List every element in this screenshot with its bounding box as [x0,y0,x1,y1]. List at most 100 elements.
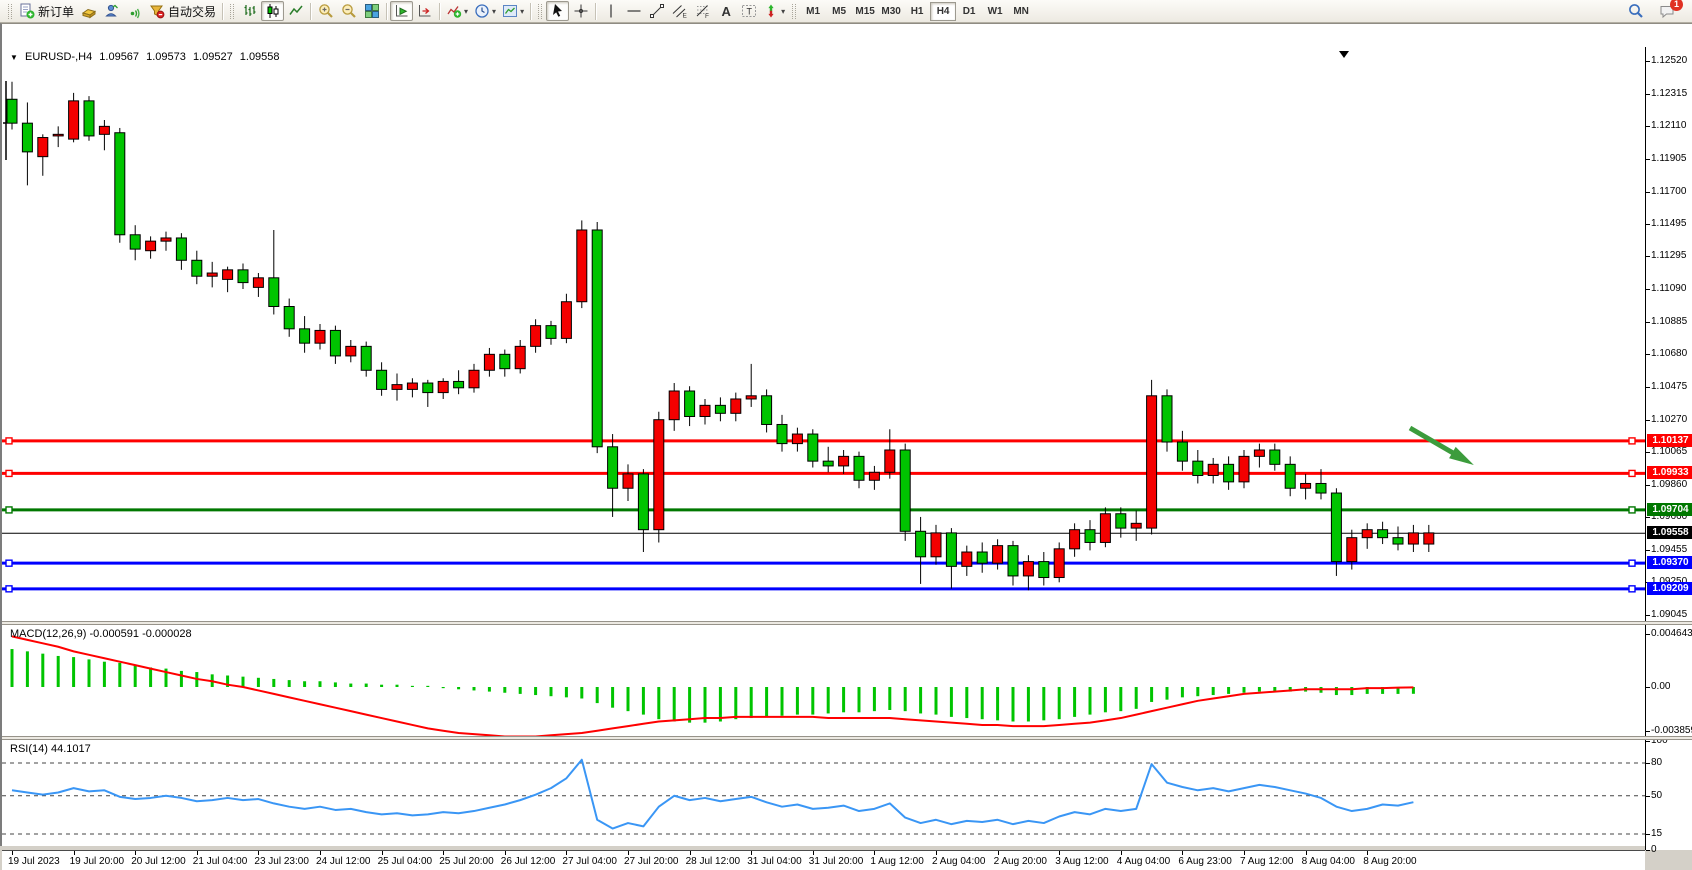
candle[interactable] [868,465,880,490]
price-chart[interactable]: ▼ EURUSD-,H4 1.09567 1.09573 1.09527 1.0… [2,47,1645,621]
candle[interactable] [930,524,942,565]
toolbar-drag-handle[interactable] [8,3,12,19]
candle[interactable] [129,225,141,261]
candle[interactable] [992,539,1004,570]
candle[interactable] [607,434,619,517]
market-watch-button[interactable] [77,1,100,21]
candle[interactable] [1192,449,1204,484]
candle[interactable] [915,516,927,584]
candle[interactable] [530,319,542,353]
notifications-button[interactable]: 1 [1655,0,1683,21]
candle[interactable] [699,398,711,425]
candle[interactable] [6,81,18,130]
candle[interactable] [222,266,234,293]
candle[interactable] [791,427,803,452]
candle[interactable] [1069,523,1081,557]
candle[interactable] [1007,540,1019,586]
time-axis[interactable]: 19 Jul 2023 19 Jul 20:00 20 Jul 12:00 21 Ju… [2,850,1645,870]
line-anchor[interactable] [1628,559,1636,567]
symbol-dropdown-icon[interactable]: ▼ [10,53,18,62]
templates-button[interactable]: ▾ [499,1,527,21]
line-anchor[interactable] [5,559,13,567]
candle[interactable] [714,397,726,422]
candle[interactable] [1269,443,1281,471]
candle[interactable] [776,414,788,452]
candle[interactable] [206,261,218,288]
timeframe-h4-button[interactable]: H4 [930,1,957,21]
chevron-down-icon[interactable]: ▾ [781,6,786,16]
auto-scroll-button[interactable] [390,1,414,21]
text-button[interactable]: A [714,1,737,21]
candle[interactable] [1346,529,1358,570]
candle[interactable] [1253,443,1265,468]
line-anchor[interactable] [1628,437,1636,445]
candle[interactable] [1315,469,1327,500]
candle[interactable] [899,443,911,541]
candle[interactable] [391,373,403,401]
trend-arrow-annotation[interactable] [1408,425,1462,460]
candle[interactable] [514,339,526,374]
bar-chart-button[interactable] [238,1,261,21]
rsi-panel[interactable]: RSI(14) 44.1017 [2,740,1645,850]
candle[interactable] [945,528,957,589]
candle[interactable] [576,220,588,309]
candle[interactable] [591,222,603,454]
candle[interactable] [314,324,326,350]
chevron-down-icon[interactable]: ▾ [520,6,525,16]
macd-panel[interactable]: MACD(12,26,9) -0.000591 -0.000028 [2,625,1645,736]
candlestick-chart[interactable] [2,47,1645,621]
fibonacci-button[interactable]: F [691,1,714,21]
candle[interactable] [1115,507,1127,538]
candle[interactable] [884,429,896,479]
candle[interactable] [98,119,110,151]
candle[interactable] [422,379,434,407]
candle[interactable] [1053,542,1065,583]
tile-windows-button[interactable] [360,1,383,21]
candle[interactable] [622,464,634,501]
autotrade-button[interactable]: 自动交易 [146,1,219,21]
strategy-tester-button[interactable] [100,1,123,21]
candlestick-button[interactable] [261,1,285,21]
timeframe-m30-button[interactable]: M30 [881,5,901,17]
candle[interactable] [1300,473,1312,500]
candle[interactable] [499,349,511,377]
new-order-button[interactable]: 新订单 [16,1,77,21]
candle[interactable] [853,451,865,489]
line-anchor[interactable] [1628,506,1636,514]
line-chart-button[interactable] [284,1,307,21]
candle[interactable] [668,383,680,431]
chart-shift-marker-icon[interactable] [1339,51,1349,58]
candle[interactable] [1176,430,1188,471]
candle[interactable] [329,325,341,364]
candle[interactable] [1084,520,1096,551]
candle[interactable] [21,102,33,186]
timeframe-m5-button[interactable]: M5 [832,5,847,17]
line-anchor[interactable] [5,506,13,514]
candle[interactable] [1392,526,1404,551]
text-label-button[interactable]: T [737,1,760,21]
zoom-in-button[interactable] [314,1,337,21]
horizontal-line-button[interactable] [622,1,645,21]
candle[interactable] [1330,488,1342,576]
candle[interactable] [822,446,834,473]
candle[interactable] [545,320,557,345]
macd-chart[interactable] [2,625,1645,736]
chevron-down-icon[interactable]: ▾ [492,6,497,16]
candle[interactable] [1238,449,1250,489]
cursor-button[interactable] [546,1,570,21]
candle[interactable] [191,250,203,285]
indicators-button[interactable]: ▾ [443,1,471,21]
candle[interactable] [653,411,665,543]
periods-button[interactable]: ▾ [471,1,499,21]
timeframe-h1-button[interactable]: H1 [910,5,924,17]
trendline-button[interactable] [645,1,668,21]
candle[interactable] [1377,521,1389,545]
candle[interactable] [730,392,742,422]
equidistant-channel-button[interactable]: E [668,1,691,21]
line-anchor[interactable] [1628,469,1636,478]
candle[interactable] [838,449,850,474]
candle[interactable] [360,341,372,377]
candle[interactable] [745,363,757,407]
candle[interactable] [160,231,172,251]
candle[interactable] [52,126,64,148]
